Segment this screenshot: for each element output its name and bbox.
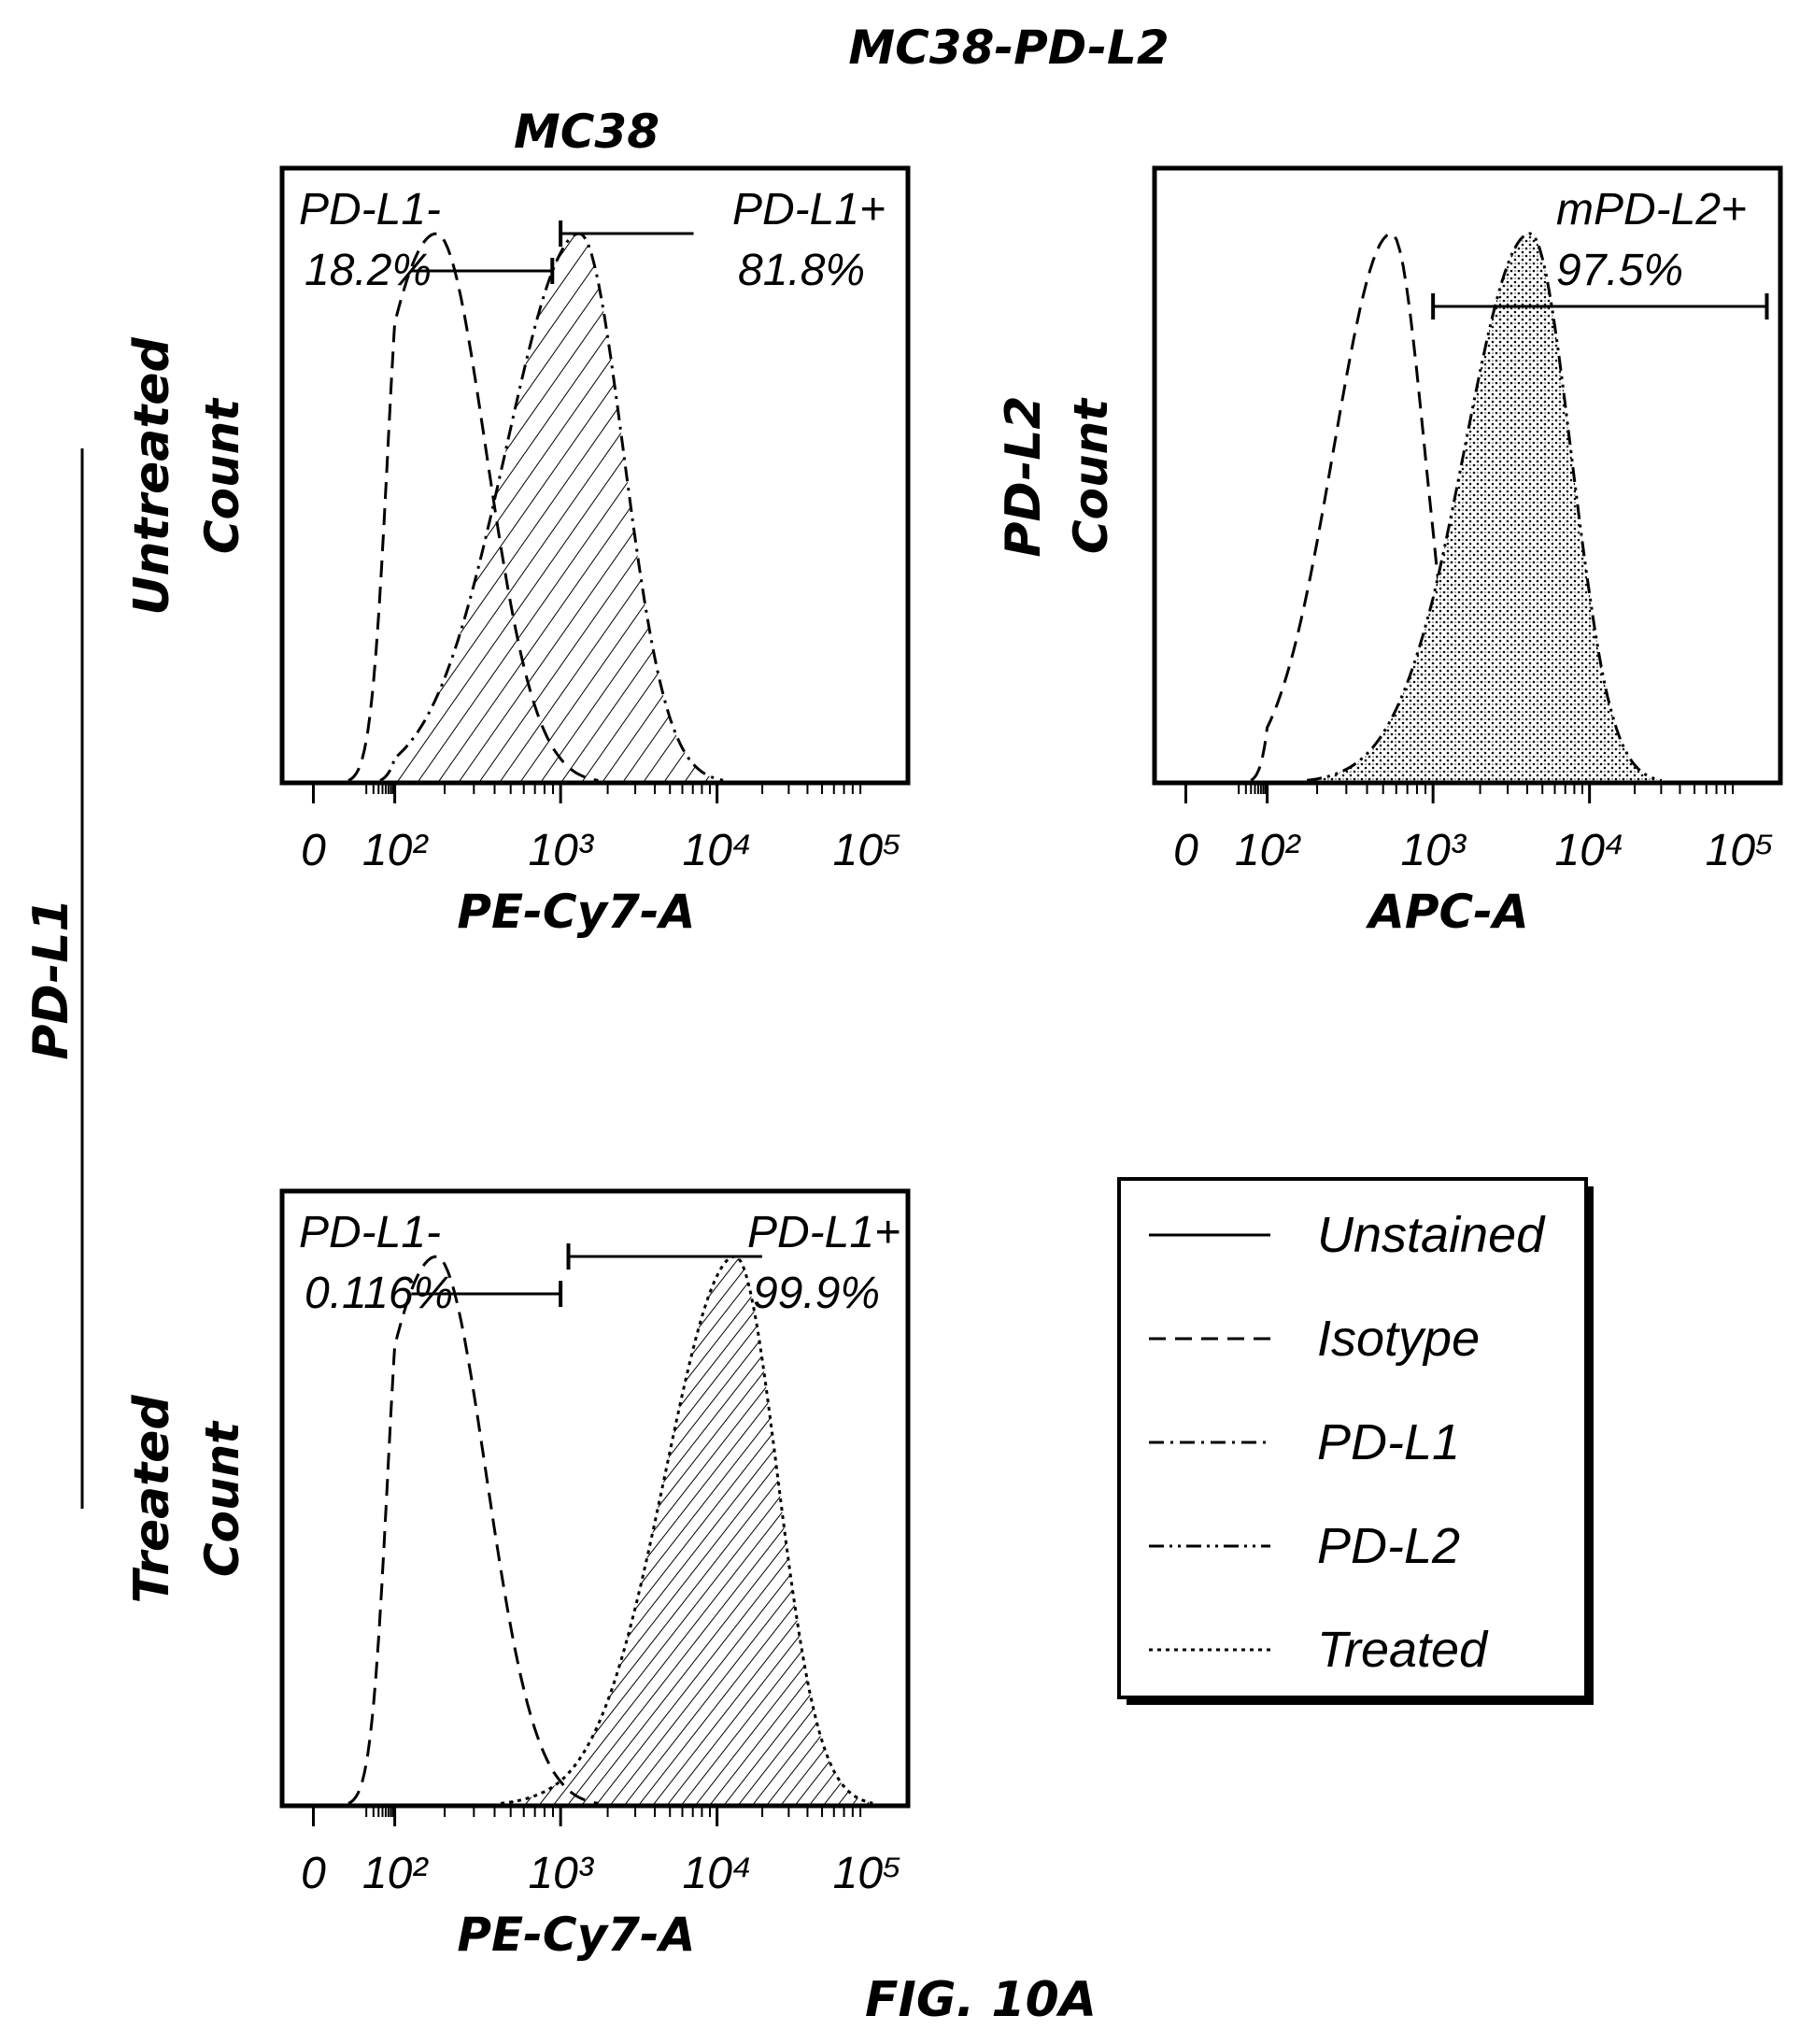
y-axis-label: Count [195,397,249,554]
series-line-isotype [347,1255,599,1805]
gate-label-name: PD-L1- [299,185,441,234]
gate-2: PD-L1+ 99.9% [566,1208,900,1318]
x-tick-label: 0 [301,1849,326,1898]
gate-2: PD-L1+ 81.8% [559,185,886,295]
legend-item-pd-l1: PD-L1 [1149,1414,1460,1470]
legend-label: Isotype [1317,1311,1480,1367]
series-fill-pd-l1 [379,234,724,783]
gate-label-name: PD-L1- [299,1208,441,1257]
gate-1: mPD-L2+ 97.5% [1431,185,1769,319]
legend-label: Treated [1317,1622,1489,1678]
x-axis-label: PE-Cy7-A [457,1908,695,1962]
legend-label: Unstained [1317,1207,1546,1263]
sub-title: MC38 [514,105,659,159]
x-axis-label: APC-A [1365,885,1528,939]
legend-item-treated: Treated [1149,1622,1489,1678]
gate-label-name: mPD-L2+ [1556,185,1747,234]
x-tick-label: 0 [1173,826,1198,875]
series-line-pd-l1 [379,232,724,782]
legend-label: PD-L1 [1317,1414,1460,1470]
x-tick-label: 10⁵ [833,1849,902,1898]
histogram-panel-1: 0 10² 10³ 10⁴ 10⁵ PE-Cy7-A Count Untreated PD-L1… [124,165,911,939]
gate-label-percent: 81.8% [738,246,865,295]
x-axis-ticks [1184,783,1735,803]
x-axis-ticks [312,1806,862,1826]
legend-item-pd-l2: PD-L2 [1149,1518,1460,1574]
legend-item-unstained: Unstained [1149,1207,1546,1263]
x-tick-label: 10² [1235,826,1301,875]
gate-1: PD-L1- 0.116% [299,1208,563,1318]
legend-label: PD-L2 [1317,1518,1460,1574]
row-label: PD-L2 [996,395,1052,557]
x-tick-label: 0 [301,826,326,875]
x-tick-label: 10² [362,826,429,875]
y-axis-label: Count [1064,397,1118,554]
x-tick-label: 10³ [1400,826,1467,875]
plot-frame [279,165,911,786]
y-axis-label: Count [195,1420,249,1577]
series-fill-pd-l2 [1307,234,1662,783]
side-label: PD-L1 [23,898,79,1059]
gate-label-percent: 99.9% [753,1269,880,1318]
gate-label-name: PD-L1+ [732,185,886,234]
gate-label-percent: 18.2% [305,246,432,295]
legend-item-isotype: Isotype [1149,1311,1480,1367]
series-line-treated [501,1255,873,1805]
gate-1: PD-L1- 18.2% [299,185,555,295]
x-tick-label: 10⁵ [833,826,902,875]
plot-frame [279,1188,911,1809]
series-fill-treated [501,1256,873,1806]
x-tick-label: 10² [362,1849,429,1898]
gate-label-percent: 0.116% [305,1269,453,1318]
x-tick-label: 10³ [528,1849,594,1898]
x-tick-label: 10⁴ [683,1849,752,1898]
x-tick-label: 10⁴ [683,826,752,875]
x-axis-label: PE-Cy7-A [457,885,695,939]
x-axis-ticks [312,783,862,803]
legend-box [1117,1177,1588,1699]
histogram-panels: 0 10² 10³ 10⁴ 10⁵ PE-Cy7-A Count Untreated PD-L1… [124,165,1783,1962]
legend-items: Unstained Isotype PD-L1 PD-L2 Treated [1149,1207,1546,1678]
row-label: Untreated [124,336,180,615]
x-tick-label: 10⁵ [1706,826,1775,875]
legend: Unstained Isotype PD-L1 PD-L2 Treated [1117,1177,1594,1705]
x-tick-label: 10³ [528,826,594,875]
histogram-panel-3: 0 10² 10³ 10⁴ 10⁵ PE-Cy7-A Count Treated PD-L1- 0… [124,1188,911,1962]
figure-label: FIG. 10A [865,1972,1097,2028]
row-label: Treated [124,1395,180,1604]
plot-frame [1152,165,1783,786]
x-tick-label: 10⁴ [1555,826,1624,875]
top-title: MC38-PD-L2 [848,21,1169,75]
gate-label-percent: 97.5% [1556,246,1683,295]
gate-label-name: PD-L1+ [747,1208,900,1257]
